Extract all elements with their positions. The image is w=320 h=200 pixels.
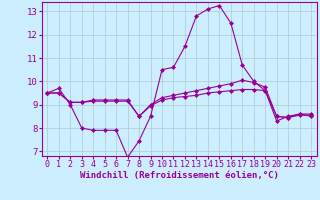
X-axis label: Windchill (Refroidissement éolien,°C): Windchill (Refroidissement éolien,°C) <box>80 171 279 180</box>
